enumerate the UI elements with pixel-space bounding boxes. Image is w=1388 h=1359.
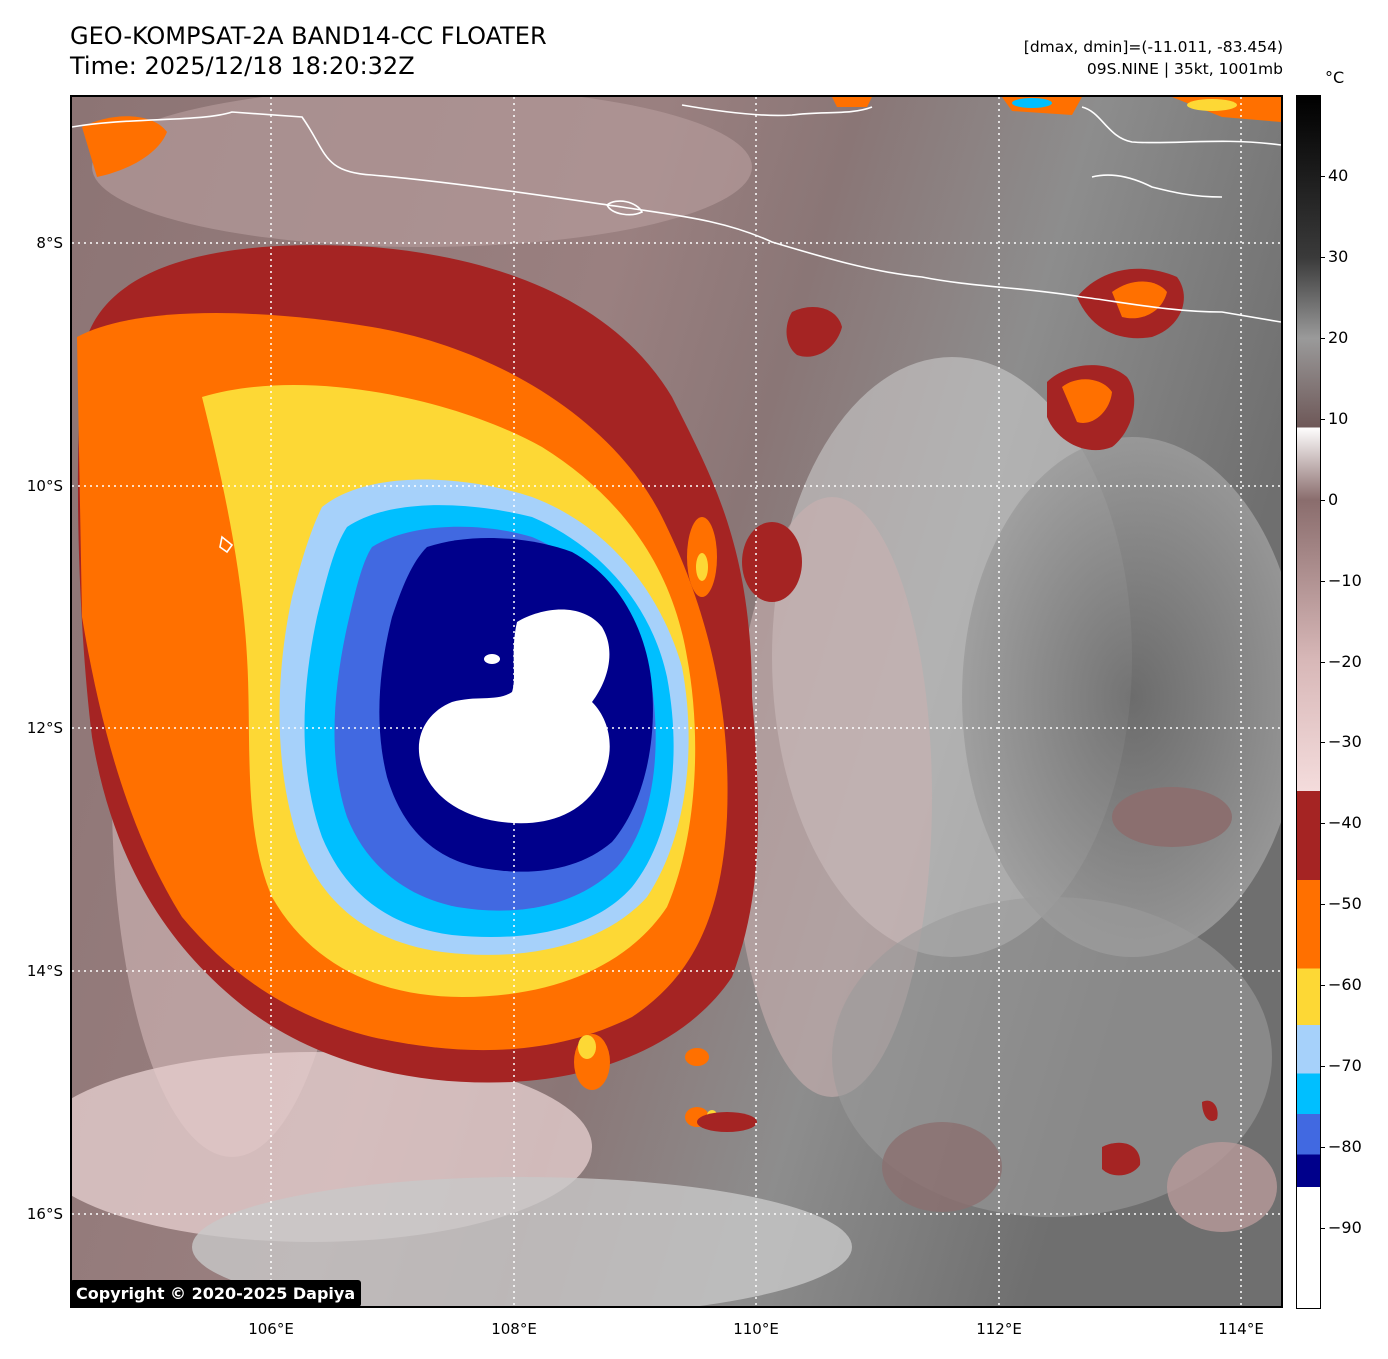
lat-label-8s: 8°S [36,234,63,252]
lat-label-10s: 10°S [26,477,63,495]
colorbar-tick-mark [1320,985,1325,987]
colorbar-tick-label: 40 [1328,165,1349,185]
colorbar-tick-label: −60 [1328,975,1362,995]
colorbar-tick-label: 10 [1328,408,1349,428]
colorbar-tick-mark [1320,742,1325,744]
colorbar-tick-mark [1320,661,1325,663]
colorbar-tick-mark [1320,1066,1325,1068]
cloud-top-contours [77,97,1281,1232]
colorbar-tick-mark [1320,1147,1325,1149]
colorbar-tick-mark [1320,823,1325,825]
colorbar-tick-mark [1320,499,1325,501]
colorbar-tick-label: 20 [1328,327,1349,347]
copyright-badge: Copyright © 2020-2025 Dapiya [70,1280,362,1307]
colorbar-tick-label: 0 [1328,489,1339,509]
lon-label-110e: 110°E [733,1320,779,1338]
figure-title: GEO-KOMPSAT-2A BAND14-CC FLOATER [70,22,547,50]
colorbar-tick-label: −70 [1328,1056,1362,1076]
colorbar-tick-label: −20 [1328,651,1362,671]
figure-time: Time: 2025/12/18 18:20:32Z [70,52,415,80]
colorbar-tick-label: −40 [1328,813,1362,833]
coastline [72,104,1281,554]
colorbar-tick-label: −90 [1328,1218,1362,1238]
colorbar-tick-label: −10 [1328,570,1362,590]
colorbar-tick-mark [1320,175,1325,177]
colorbar-tick-mark [1320,337,1325,339]
storm-info-text: 09S.NINE | 35kt, 1001mb [1086,60,1283,78]
lon-label-114e: 114°E [1218,1320,1264,1338]
colorbar [1296,95,1321,1309]
colorbar-tick-label: −50 [1328,894,1362,914]
lon-label-112e: 112°E [976,1320,1022,1338]
lat-label-16s: 16°S [26,1205,63,1223]
lon-label-108e: 108°E [491,1320,537,1338]
colorbar-tick-mark [1320,1228,1325,1230]
lon-label-106e: 106°E [248,1320,294,1338]
colorbar-tick-mark [1320,418,1325,420]
data-range-text: [dmax, dmin]=(-11.011, -83.454) [1023,38,1283,56]
colorbar-tick-mark [1320,256,1325,258]
colorbar-tick-label: −30 [1328,732,1362,752]
colorbar-tick-mark [1320,580,1325,582]
colorbar-tick-label: −80 [1328,1137,1362,1157]
colorbar-tick-mark [1320,904,1325,906]
lat-label-14s: 14°S [26,962,63,980]
lat-label-12s: 12°S [26,719,63,737]
colorbar-unit: °C [1325,68,1345,87]
colorbar-tick-label: 30 [1328,246,1349,266]
satellite-map [70,95,1283,1308]
